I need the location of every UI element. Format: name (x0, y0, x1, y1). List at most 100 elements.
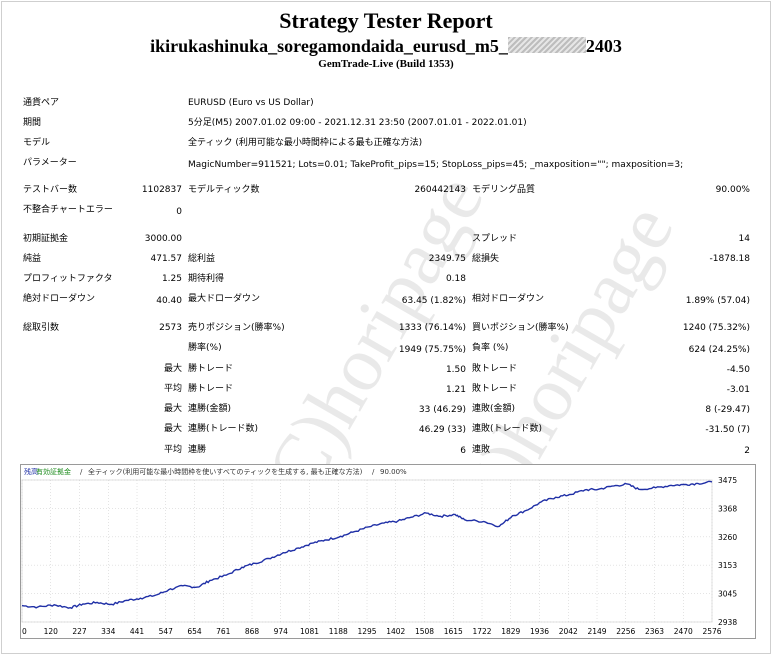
x-tick-label: 1081 (300, 627, 319, 636)
pf-label: プロフィットファクタ (23, 274, 113, 284)
loss-pct-value: 624 (24.25%) (688, 345, 750, 355)
x-tick-label: 1295 (357, 627, 376, 636)
report-subtitle: ikirukashinuka_soregamondaida_eurusd_m5_… (0, 36, 772, 57)
rel-dd-label: 相対ドローダウン (472, 294, 545, 304)
max-cons-losses-label: 連敗(金額) (472, 404, 516, 414)
largest-win-value: 1.50 (445, 365, 466, 375)
params-value: MagicNumber=911521; Lots=0.01; TakeProfi… (188, 160, 684, 170)
trades-value: 2573 (159, 323, 182, 333)
x-tick-label: 227 (72, 627, 87, 636)
y-tick-label: 3260 (718, 533, 737, 542)
y-tick-label: 3045 (718, 590, 737, 599)
x-tick-label: 1402 (386, 627, 405, 636)
x-tick-label: 547 (159, 627, 174, 636)
largest-loss-value: -4.50 (726, 365, 750, 375)
model-label: モデル (23, 138, 51, 148)
cons2-max-label: 最大 (163, 424, 182, 434)
max-cons-loss-value: -31.50 (7) (705, 425, 750, 435)
long-value: 1240 (75.32%) (682, 323, 750, 333)
legend-quality: 90.00% (380, 468, 407, 476)
ticks-value: 260442143 (414, 185, 466, 195)
period-label: 期間 (23, 118, 42, 128)
y-tick-label: 3475 (718, 476, 737, 485)
win-pct-label: 勝率(%) (188, 343, 222, 353)
max-cons-profit-label: 連勝(トレード数) (188, 424, 259, 434)
quality-label: モデリング品質 (472, 185, 536, 195)
subtitle-right: 2403 (585, 36, 622, 56)
ticks-label: モデルティック数 (188, 185, 260, 195)
max-dd-label: 最大ドローダウン (188, 294, 261, 304)
x-tick-label: 0 (22, 627, 27, 636)
x-tick-label: 2256 (616, 627, 635, 636)
largest-max-label: 最大 (163, 364, 182, 374)
avg-win-value: 1.21 (445, 385, 466, 395)
avg-loss-label: 敗トレード (472, 384, 518, 394)
report-title: Strategy Tester Report (279, 8, 493, 33)
net-value: 471.57 (150, 254, 183, 264)
avg2-label: 平均 (163, 445, 182, 455)
deposit-value: 3000.00 (144, 234, 182, 244)
period-value: 5分足(M5) 2007.01.02 09:00 - 2021.12.31 23… (188, 118, 527, 128)
abs-dd-label: 絶対ドローダウン (23, 294, 96, 304)
max-cons-wins-label: 連勝(金額) (188, 404, 232, 414)
x-tick-label: 2042 (559, 627, 578, 636)
avg-win-label: 勝トレード (188, 384, 234, 394)
x-tick-label: 1829 (501, 627, 520, 636)
subtitle-left: ikirukashinuka_soregamondaida_eurusd_m5_ (150, 36, 508, 56)
x-tick-label: 441 (130, 627, 145, 636)
balance-chart: 0 120 227 334 441 547 654 761 868 974 1081 1188 1295… (20, 464, 756, 639)
max-cons-wins-value: 33 (46.29) (418, 405, 466, 415)
legend-equity: 有効証拠金 (36, 467, 71, 476)
payoff-label: 期待利得 (188, 274, 225, 284)
max-dd-value: 63.45 (1.82%) (401, 296, 466, 306)
legend-balance: 残高 (24, 467, 38, 476)
loss-pct-label: 負率 (%) (472, 343, 509, 353)
abs-dd-value: 40.40 (156, 296, 182, 306)
gross-loss-label: 総損失 (472, 254, 500, 264)
y-tick-label: 3368 (718, 504, 737, 513)
x-tick-label: 2363 (645, 627, 664, 636)
payoff-value: 0.18 (445, 274, 466, 284)
params-label: パラメーター (23, 158, 77, 168)
x-tick-label: 1188 (329, 627, 348, 636)
errors-label: 不整合チャートエラー (23, 205, 113, 215)
win-pct-value: 1949 (75.75%) (398, 345, 466, 355)
x-tick-label: 1508 (415, 627, 434, 636)
trades-label: 総取引数 (23, 323, 60, 333)
avg-cons-losses-value: 2 (744, 446, 750, 456)
max-cons-profit-value: 46.29 (33) (418, 425, 466, 435)
errors-value: 0 (176, 207, 182, 217)
avg-cons-wins-value: 6 (460, 446, 466, 456)
x-tick-label: 2576 (702, 627, 721, 636)
x-tick-label: 1936 (530, 627, 549, 636)
deposit-label: 初期証拠金 (23, 234, 69, 244)
x-tick-label: 120 (44, 627, 59, 636)
gross-loss-value: -1878.18 (709, 254, 750, 264)
max-cons-losses-value: 8 (-29.47) (705, 405, 750, 415)
rel-dd-value: 1.89% (57.04) (685, 296, 750, 306)
model-value: 全ティック (利用可能な最小時間枠による最も正確な方法) (188, 138, 423, 148)
bars-value: 1102837 (141, 185, 182, 195)
x-tick-label: 2149 (587, 627, 606, 636)
y-axis: 3475 3368 3260 3153 3045 2938 (718, 476, 737, 627)
x-tick-label: 2470 (674, 627, 693, 636)
largest-loss-label: 敗トレード (472, 364, 518, 374)
x-tick-label: 1615 (444, 627, 463, 636)
chart-grid (21, 479, 713, 623)
bars-label: テストバー数 (23, 185, 78, 195)
redacted-block (507, 37, 586, 53)
gross-profit-label: 総利益 (188, 254, 216, 264)
x-tick-label: 868 (245, 627, 260, 636)
symbol-value: EURUSD (Euro vs US Dollar) (188, 98, 314, 108)
avg-label: 平均 (163, 384, 182, 394)
x-tick-label: 1722 (472, 627, 491, 636)
long-label: 買いポジション(勝率%) (472, 323, 569, 333)
x-axis: 0 120 227 334 441 547 654 761 868 974 1081 1188 1295… (22, 627, 722, 636)
avg-cons-wins-label: 連勝 (188, 445, 207, 455)
cons-max-label: 最大 (163, 404, 182, 414)
spread-value: 14 (738, 234, 750, 244)
y-tick-label: 2938 (718, 618, 737, 627)
x-tick-label: 761 (216, 627, 231, 636)
pf-value: 1.25 (161, 274, 182, 284)
